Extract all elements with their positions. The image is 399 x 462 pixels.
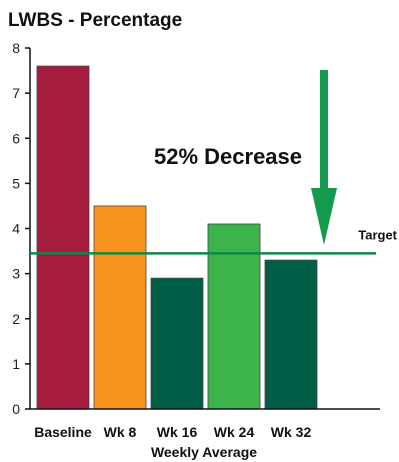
x-tick-label: Wk 16 [157, 424, 198, 440]
x-tick-labels: Baseline Wk 8 Wk 16 Wk 24 Wk 32 [34, 424, 311, 440]
bar-wk-32 [264, 259, 318, 410]
y-tick-label: 2 [12, 311, 20, 327]
bar-baseline [36, 65, 90, 410]
decrease-annotation: 52% Decrease [154, 144, 302, 169]
y-tick-label: 5 [12, 175, 20, 191]
bar-wk-8 [93, 205, 147, 410]
y-axis: 0 1 2 3 4 5 6 7 8 [12, 40, 31, 417]
y-tick-label: 8 [12, 40, 20, 56]
y-tick-label: 7 [12, 85, 20, 101]
chart-title: LWBS - Percentage [8, 10, 182, 31]
y-tick-label: 4 [12, 221, 20, 237]
arrow-head [311, 188, 337, 245]
y-tick-label: 6 [12, 130, 20, 146]
down-arrow-icon [311, 70, 337, 245]
bar-wk-16 [150, 277, 204, 410]
x-tick-label: Baseline [34, 424, 92, 440]
x-axis-title: Weekly Average [151, 444, 257, 460]
y-tick-label: 1 [12, 356, 20, 372]
bars-group [36, 65, 318, 410]
arrow-shaft [320, 70, 328, 192]
x-tick-label: Wk 24 [214, 424, 255, 440]
y-tick-label: 0 [12, 401, 20, 417]
y-tick-label: 3 [12, 266, 20, 282]
x-tick-label: Wk 32 [271, 424, 312, 440]
x-tick-label: Wk 8 [104, 424, 137, 440]
bar-wk-24 [207, 223, 261, 410]
target-label: Target [358, 227, 397, 242]
